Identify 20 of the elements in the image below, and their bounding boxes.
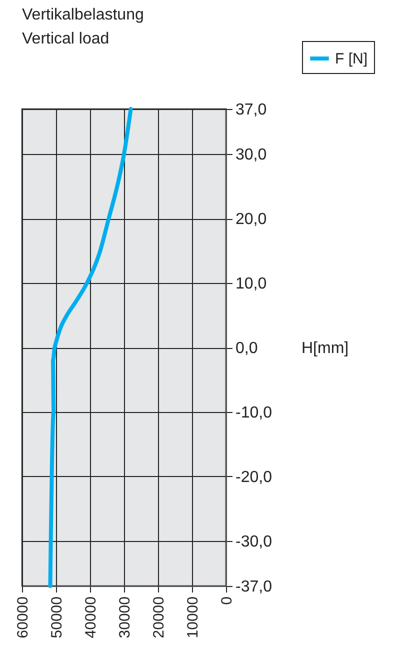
y-tick-label: 0,0 [236, 340, 258, 357]
y-tick-label: -20,0 [236, 468, 272, 486]
legend-label: F [N] [335, 50, 368, 68]
x-tick-label: 20000 [150, 596, 168, 638]
chart-title: Vertikalbelastung [22, 6, 144, 24]
x-tick-label: 10000 [184, 596, 202, 638]
x-tick-label: 30000 [116, 596, 134, 638]
y-tick-label: 10,0 [236, 276, 267, 293]
chart-subtitle: Vertical load [22, 30, 110, 48]
x-tick-label: 0 [218, 596, 236, 605]
x-tick-label: 60000 [14, 596, 32, 638]
y-tick-label: 37,0 [236, 102, 267, 118]
y-tick-label: 30,0 [236, 146, 267, 164]
y-tick-label: -30,0 [236, 533, 272, 550]
x-tick-label: 40000 [82, 596, 100, 638]
x-tick-label: 50000 [48, 596, 66, 638]
y-tick-label: -37,0 [236, 578, 272, 596]
y-tick-label: -10,0 [236, 404, 272, 422]
y-axis-title: H[mm] [302, 340, 349, 357]
y-tick-label: 20,0 [236, 211, 267, 228]
